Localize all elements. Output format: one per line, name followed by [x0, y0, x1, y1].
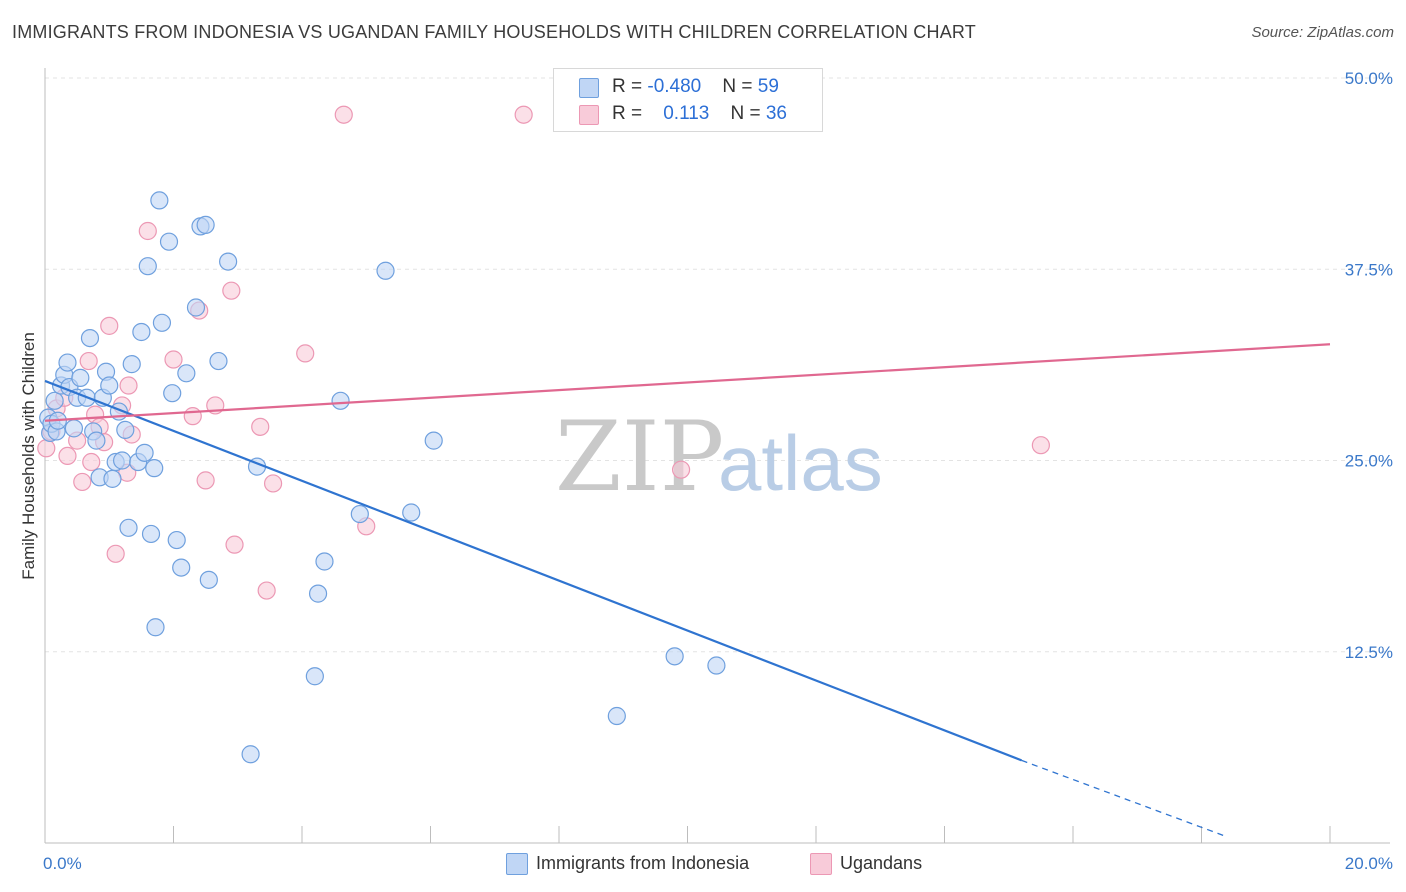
point-ugandans [225, 535, 244, 554]
y-tick-label: 50.0% [1345, 69, 1393, 88]
grid-lines [45, 77, 1390, 653]
series-ugandans [37, 105, 1050, 600]
legend-label-indonesia: Immigrants from Indonesia [536, 853, 750, 873]
point-indonesia [163, 384, 182, 403]
chart-title: IMMIGRANTS FROM INDONESIA VS UGANDAN FAM… [12, 22, 976, 42]
point-indonesia [199, 570, 218, 589]
point-indonesia [141, 524, 161, 544]
watermark: ZIP atlas [555, 401, 883, 513]
point-indonesia [219, 252, 238, 271]
source-note: Source: ZipAtlas.com [1251, 24, 1394, 41]
point-indonesia [71, 368, 90, 387]
point-indonesia [350, 504, 369, 524]
legend-swatch-indonesia [506, 853, 528, 875]
point-indonesia [167, 530, 186, 550]
point-indonesia [112, 451, 132, 470]
point-indonesia [376, 261, 395, 280]
watermark-atlas: atlas [718, 419, 883, 507]
point-indonesia [103, 469, 122, 488]
point-indonesia [146, 618, 165, 637]
point-indonesia [665, 647, 684, 666]
point-ugandans [196, 471, 215, 490]
point-ugandans [138, 221, 157, 241]
trend-lines [44, 343, 1331, 838]
point-indonesia [209, 351, 228, 371]
point-indonesia [135, 443, 154, 462]
point-indonesia [45, 391, 64, 410]
y-tick-label: 12.5% [1345, 643, 1393, 662]
point-ugandans [119, 376, 138, 395]
point-indonesia [305, 667, 324, 686]
watermark-zip: ZIP [555, 401, 724, 513]
correlation-legend: R = -0.480 N = 59 R = 0.113 N = 36 [553, 68, 823, 132]
tick-labels: 12.5% 25.0% 37.5% 50.0% 0.0% 20.0% [43, 69, 1393, 873]
point-indonesia [196, 215, 215, 234]
y-axis-label: Family Households with Children [19, 332, 38, 580]
y-tick-label: 25.0% [1345, 452, 1393, 471]
point-ugandans [183, 407, 202, 426]
point-indonesia [186, 298, 206, 317]
x-tick-label: 0.0% [43, 854, 82, 873]
legend-stats-indonesia: R = -0.480 N = 59 [612, 76, 779, 97]
point-indonesia [241, 745, 260, 764]
legend-stats-ugandans: R = 0.113 N = 36 [612, 103, 787, 124]
point-indonesia [150, 191, 169, 210]
point-ugandans [514, 105, 533, 124]
point-indonesia [159, 232, 179, 251]
point-indonesia [64, 419, 84, 438]
point-indonesia [707, 656, 726, 675]
point-ugandans [671, 460, 691, 479]
point-ugandans [73, 472, 92, 492]
point-indonesia [172, 558, 191, 577]
series-indonesia [39, 191, 726, 764]
x-tick-label: 20.0% [1345, 854, 1393, 873]
point-indonesia [152, 313, 172, 332]
point-indonesia [138, 257, 157, 276]
legend-swatch-pink [579, 105, 599, 125]
point-ugandans [58, 446, 77, 466]
point-indonesia [177, 364, 196, 383]
point-indonesia [116, 420, 135, 439]
point-ugandans [37, 439, 56, 458]
point-indonesia [424, 431, 443, 450]
point-ugandans [222, 281, 241, 300]
trend-line-ugandans [44, 343, 1331, 422]
point-ugandans [251, 417, 270, 436]
legend-label-ugandans: Ugandans [840, 853, 923, 873]
point-ugandans [257, 581, 276, 600]
y-tick-label: 37.5% [1345, 260, 1393, 279]
point-indonesia [331, 391, 350, 410]
point-ugandans [296, 344, 315, 363]
point-ugandans [334, 105, 353, 124]
point-indonesia [145, 459, 164, 478]
trend-line-indonesia [44, 379, 1022, 762]
trend-line-indonesia-extrapolated [1021, 759, 1228, 838]
point-ugandans [82, 452, 101, 472]
point-ugandans [100, 316, 119, 335]
legend-swatch-ugandans [810, 853, 832, 875]
point-indonesia [132, 322, 151, 342]
point-indonesia [402, 503, 421, 522]
point-indonesia [100, 376, 119, 395]
point-ugandans [106, 544, 125, 563]
point-ugandans [164, 350, 183, 369]
point-ugandans [79, 351, 98, 371]
point-indonesia [87, 431, 106, 450]
point-indonesia [607, 706, 626, 726]
point-indonesia [58, 353, 77, 372]
point-indonesia [308, 584, 328, 603]
point-ugandans [1031, 436, 1050, 455]
legend-swatch-blue [579, 78, 599, 98]
point-indonesia [315, 552, 334, 571]
point-indonesia [119, 518, 138, 537]
point-indonesia [122, 355, 141, 374]
point-indonesia [80, 329, 100, 348]
point-ugandans [263, 474, 283, 493]
